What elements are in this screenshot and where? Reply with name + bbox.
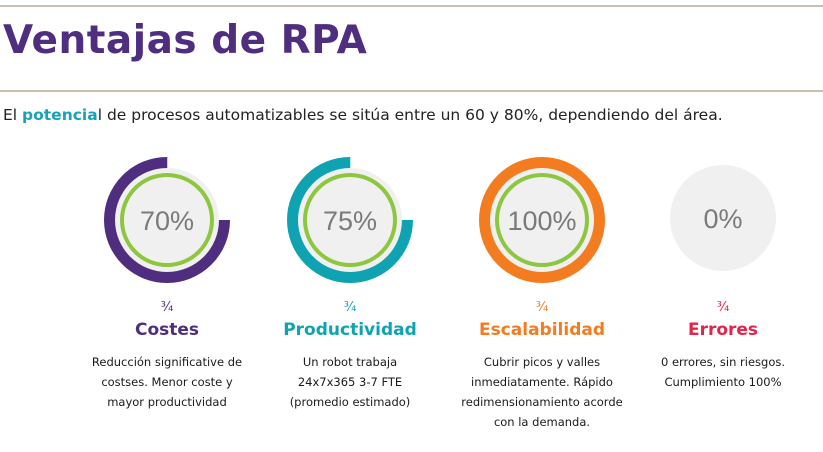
card-description: Reducción significative de costses. Meno… — [74, 352, 260, 412]
card-label: Costes — [134, 320, 200, 340]
progress-ring-productividad: 75% — [287, 157, 413, 283]
desc-line: Cumplimiento 100% — [664, 375, 782, 389]
fraction: ¾ — [535, 300, 549, 315]
title-divider — [0, 90, 823, 92]
desc-line: 0 errores, sin riesgos. — [660, 355, 786, 369]
intro-prefix: El — [3, 106, 23, 124]
desc-line: Cubrir picos y valles — [483, 355, 601, 369]
desc-line: redimensionamiento acorde — [461, 395, 623, 409]
fraction: ¾ — [343, 300, 357, 315]
card-description: Cubrir picos y valles inmediatamente. Rá… — [446, 352, 638, 432]
card-label: Escalabilidad — [478, 320, 606, 340]
slide-title: Ventajas de RPA — [3, 18, 368, 63]
percent-value: 0% — [703, 204, 742, 234]
intro-suffix: de procesos automatizables se sitúa entr… — [102, 106, 723, 124]
desc-line: mayor productividad — [107, 395, 227, 409]
desc-line: 24x7x365 3-7 FTE — [297, 375, 403, 389]
intro-highlight-tail: l — [97, 106, 103, 124]
card-label: Errores — [687, 320, 759, 340]
percent-value: 75% — [323, 206, 377, 236]
desc-line: (promedio estimado) — [289, 395, 411, 409]
desc-line: Reducción significative de — [91, 355, 243, 369]
card-description: 0 errores, sin riesgos. Cumplimiento 100… — [648, 352, 798, 392]
card-productividad: 75% ¾ Productividad Un robot trabaja 24x… — [259, 150, 441, 412]
intro-text: El potencial de procesos automatizables … — [3, 106, 723, 124]
card-description: Un robot trabaja 24x7x365 3-7 FTE (prome… — [259, 352, 441, 412]
top-divider — [0, 5, 823, 7]
desc-line: costses. Menor coste y — [101, 375, 233, 389]
percent-value: 70% — [140, 206, 194, 236]
card-escalabilidad: 100% ¾ Escalabilidad Cubrir picos y vall… — [446, 150, 638, 432]
desc-line: inmediatamente. Rápido — [471, 375, 613, 389]
card-label: Productividad — [283, 320, 417, 340]
desc-line: con la demanda. — [493, 415, 591, 429]
desc-line: Un robot trabaja — [302, 355, 398, 369]
progress-ring-escalabilidad: 100% — [479, 157, 605, 283]
card-errores: 0% ¾ Errores 0 errores, sin riesgos. Cum… — [648, 150, 798, 392]
progress-ring-errores: 0% — [670, 165, 776, 271]
fraction: ¾ — [160, 300, 174, 315]
card-costes: 70% ¾ Costes Reducción significative de … — [74, 150, 260, 412]
percent-value: 100% — [507, 206, 576, 236]
fraction: ¾ — [716, 300, 730, 315]
progress-ring-costes: 70% — [104, 157, 230, 283]
intro-highlight: potencia — [22, 106, 98, 124]
